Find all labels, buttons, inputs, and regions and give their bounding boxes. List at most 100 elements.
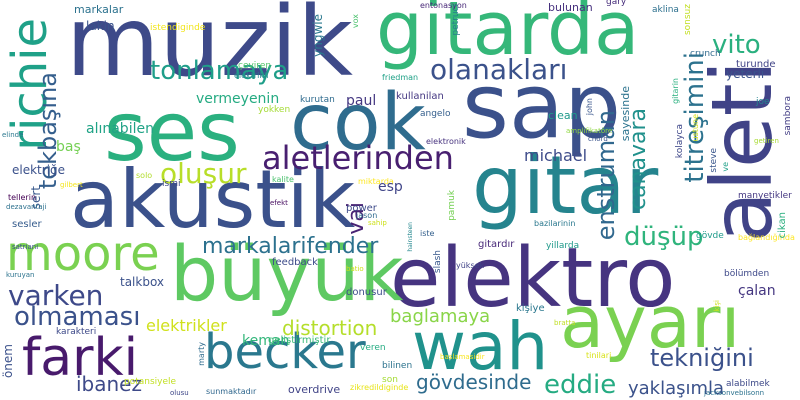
cloud-word: jacksonvebilsonn xyxy=(704,389,765,397)
cloud-word: solo xyxy=(136,171,153,180)
cloud-word: muzik xyxy=(66,0,354,98)
cloud-word: karakteri xyxy=(56,327,97,337)
cloud-word: geliştirmiştir xyxy=(268,335,331,346)
cloud-word: kullanilan xyxy=(396,91,444,102)
cloud-word: elektrikli xyxy=(234,71,269,80)
cloud-word: ve xyxy=(721,162,730,172)
cloud-word: sahip xyxy=(368,219,387,227)
cloud-word: markalarifender xyxy=(202,234,379,259)
cloud-word: turunde xyxy=(736,59,776,70)
cloud-word: overdrive xyxy=(288,383,341,396)
cloud-word: farki xyxy=(22,328,139,388)
cloud-word: power xyxy=(346,203,377,214)
cloud-word: slash xyxy=(433,250,443,274)
cloud-word: bazilarinin xyxy=(534,219,576,228)
cloud-word: büyük xyxy=(170,229,404,318)
cloud-word: gitarin xyxy=(671,78,680,104)
cloud-word: miktarda xyxy=(358,177,394,186)
cloud-word: tinilari xyxy=(586,351,612,360)
cloud-word: sesler xyxy=(12,219,42,230)
cloud-word: bölümden xyxy=(724,269,770,279)
cloud-word: sap xyxy=(462,54,622,159)
cloud-word: efekt xyxy=(270,199,288,207)
cloud-word: elektro xyxy=(390,231,676,326)
cloud-word: baslamasidir xyxy=(440,353,485,361)
cloud-word: oluşur xyxy=(160,157,247,190)
cloud-word: distortion xyxy=(282,316,378,340)
cloud-word: vermeyenin xyxy=(196,91,280,107)
cloud-word: lakin xyxy=(86,19,115,33)
cloud-word: yngwie xyxy=(311,14,325,57)
cloud-word: son xyxy=(382,375,398,385)
cloud-word: bilinen xyxy=(382,361,413,371)
cloud-word: moore xyxy=(6,226,160,282)
cloud-word: marty xyxy=(197,342,206,366)
cloud-word: cok xyxy=(290,78,426,168)
cloud-word: ustune xyxy=(691,114,700,142)
cloud-word: kolayca xyxy=(675,124,685,159)
cloud-word: markalar xyxy=(74,3,124,16)
cloud-word: istendiginde xyxy=(150,23,206,33)
cloud-word: feedback xyxy=(272,257,318,268)
cloud-word: joe xyxy=(756,97,770,107)
cloud-word: angelo xyxy=(420,109,451,119)
cloud-word: kişiye xyxy=(516,303,545,314)
cloud-word: cikan xyxy=(777,212,788,239)
cloud-word: bağlandığında xyxy=(738,233,795,242)
cloud-word: tonlamaya xyxy=(150,56,289,86)
cloud-word: dezavantaji xyxy=(6,203,47,211)
cloud-word: ismi xyxy=(162,179,181,189)
cloud-word: gary xyxy=(606,0,627,7)
cloud-word: vito xyxy=(712,30,761,60)
cloud-word: tekniğini xyxy=(650,344,754,372)
cloud-word: olanakları xyxy=(430,53,568,86)
cloud-word: ibanez xyxy=(76,372,142,396)
cloud-word: potansiyele xyxy=(124,377,177,387)
cloud-word: düşüp xyxy=(624,222,704,252)
cloud-word: yeterli xyxy=(726,67,765,81)
cloud-word: getiren xyxy=(754,137,779,145)
cloud-word: sonsuz xyxy=(683,4,693,36)
cloud-word: çeviren xyxy=(238,61,272,71)
cloud-word: çalan xyxy=(738,283,776,299)
cloud-word: kalite xyxy=(272,175,294,184)
cloud-word: sayesinde xyxy=(619,86,632,142)
cloud-word: bulunan xyxy=(548,1,593,14)
cloud-word: clean xyxy=(548,109,578,122)
cloud-word: petruci xyxy=(451,4,461,36)
cloud-word: önem xyxy=(1,344,15,379)
cloud-word: vox xyxy=(351,14,360,29)
cloud-word: kuruyan xyxy=(6,271,35,279)
cloud-word: amplifikatöre xyxy=(566,127,613,135)
cloud-word: tellerin xyxy=(8,193,37,202)
cloud-word: yüksek xyxy=(456,261,485,270)
cloud-word: alabilmek xyxy=(726,379,770,389)
cloud-word: gövde xyxy=(696,231,724,241)
cloud-word: gitarda xyxy=(376,0,640,72)
cloud-word: kurutan xyxy=(300,95,335,105)
cloud-word: batio xyxy=(346,265,364,273)
cloud-word: talkbox xyxy=(120,275,165,289)
cloud-word: paul xyxy=(346,93,377,109)
cloud-word: yokken xyxy=(258,105,291,115)
cloud-word: akustik xyxy=(70,153,356,246)
cloud-word: zikredildiginde xyxy=(350,383,409,392)
cloud-word: olmaması xyxy=(14,302,141,332)
cloud-word: veren xyxy=(360,343,386,353)
cloud-word: olusu xyxy=(170,389,189,397)
cloud-word: crunch xyxy=(690,49,721,59)
cloud-word: wah xyxy=(412,308,549,385)
cloud-word: yaklaşımla xyxy=(628,378,725,399)
cloud-word: eddie xyxy=(544,370,617,400)
cloud-word: sambora xyxy=(783,96,793,136)
cloud-word: gitardır xyxy=(478,239,515,250)
cloud-word: hainsteen xyxy=(407,222,414,252)
cloud-word: becker xyxy=(204,324,366,380)
cloud-word: bratta xyxy=(554,319,576,327)
cloud-word: friedman xyxy=(382,73,419,82)
cloud-word: aletlerinden xyxy=(262,139,454,177)
cloud-word: john xyxy=(585,98,594,116)
cloud-word: entonasyon xyxy=(420,1,467,10)
cloud-word: pamuk xyxy=(447,190,457,221)
